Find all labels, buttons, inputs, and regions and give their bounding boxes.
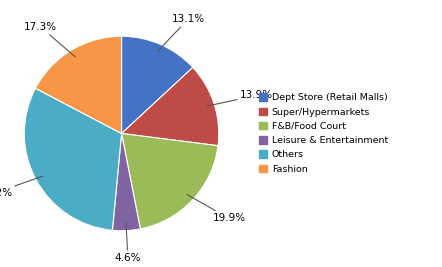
Text: 19.9%: 19.9%: [187, 195, 246, 223]
Wedge shape: [122, 134, 218, 229]
Wedge shape: [35, 36, 122, 134]
Legend: Dept Store (Retail Malls), Super/Hypermarkets, F&B/Food Court, Leisure & Enterta: Dept Store (Retail Malls), Super/Hyperma…: [257, 92, 390, 175]
Wedge shape: [24, 88, 122, 230]
Wedge shape: [112, 134, 141, 231]
Text: 13.9%: 13.9%: [207, 91, 273, 106]
Text: 4.6%: 4.6%: [114, 223, 141, 263]
Text: 31.2%: 31.2%: [0, 176, 43, 198]
Wedge shape: [122, 36, 193, 134]
Wedge shape: [122, 67, 219, 146]
Text: 17.3%: 17.3%: [24, 22, 75, 57]
Text: 13.1%: 13.1%: [157, 14, 205, 52]
